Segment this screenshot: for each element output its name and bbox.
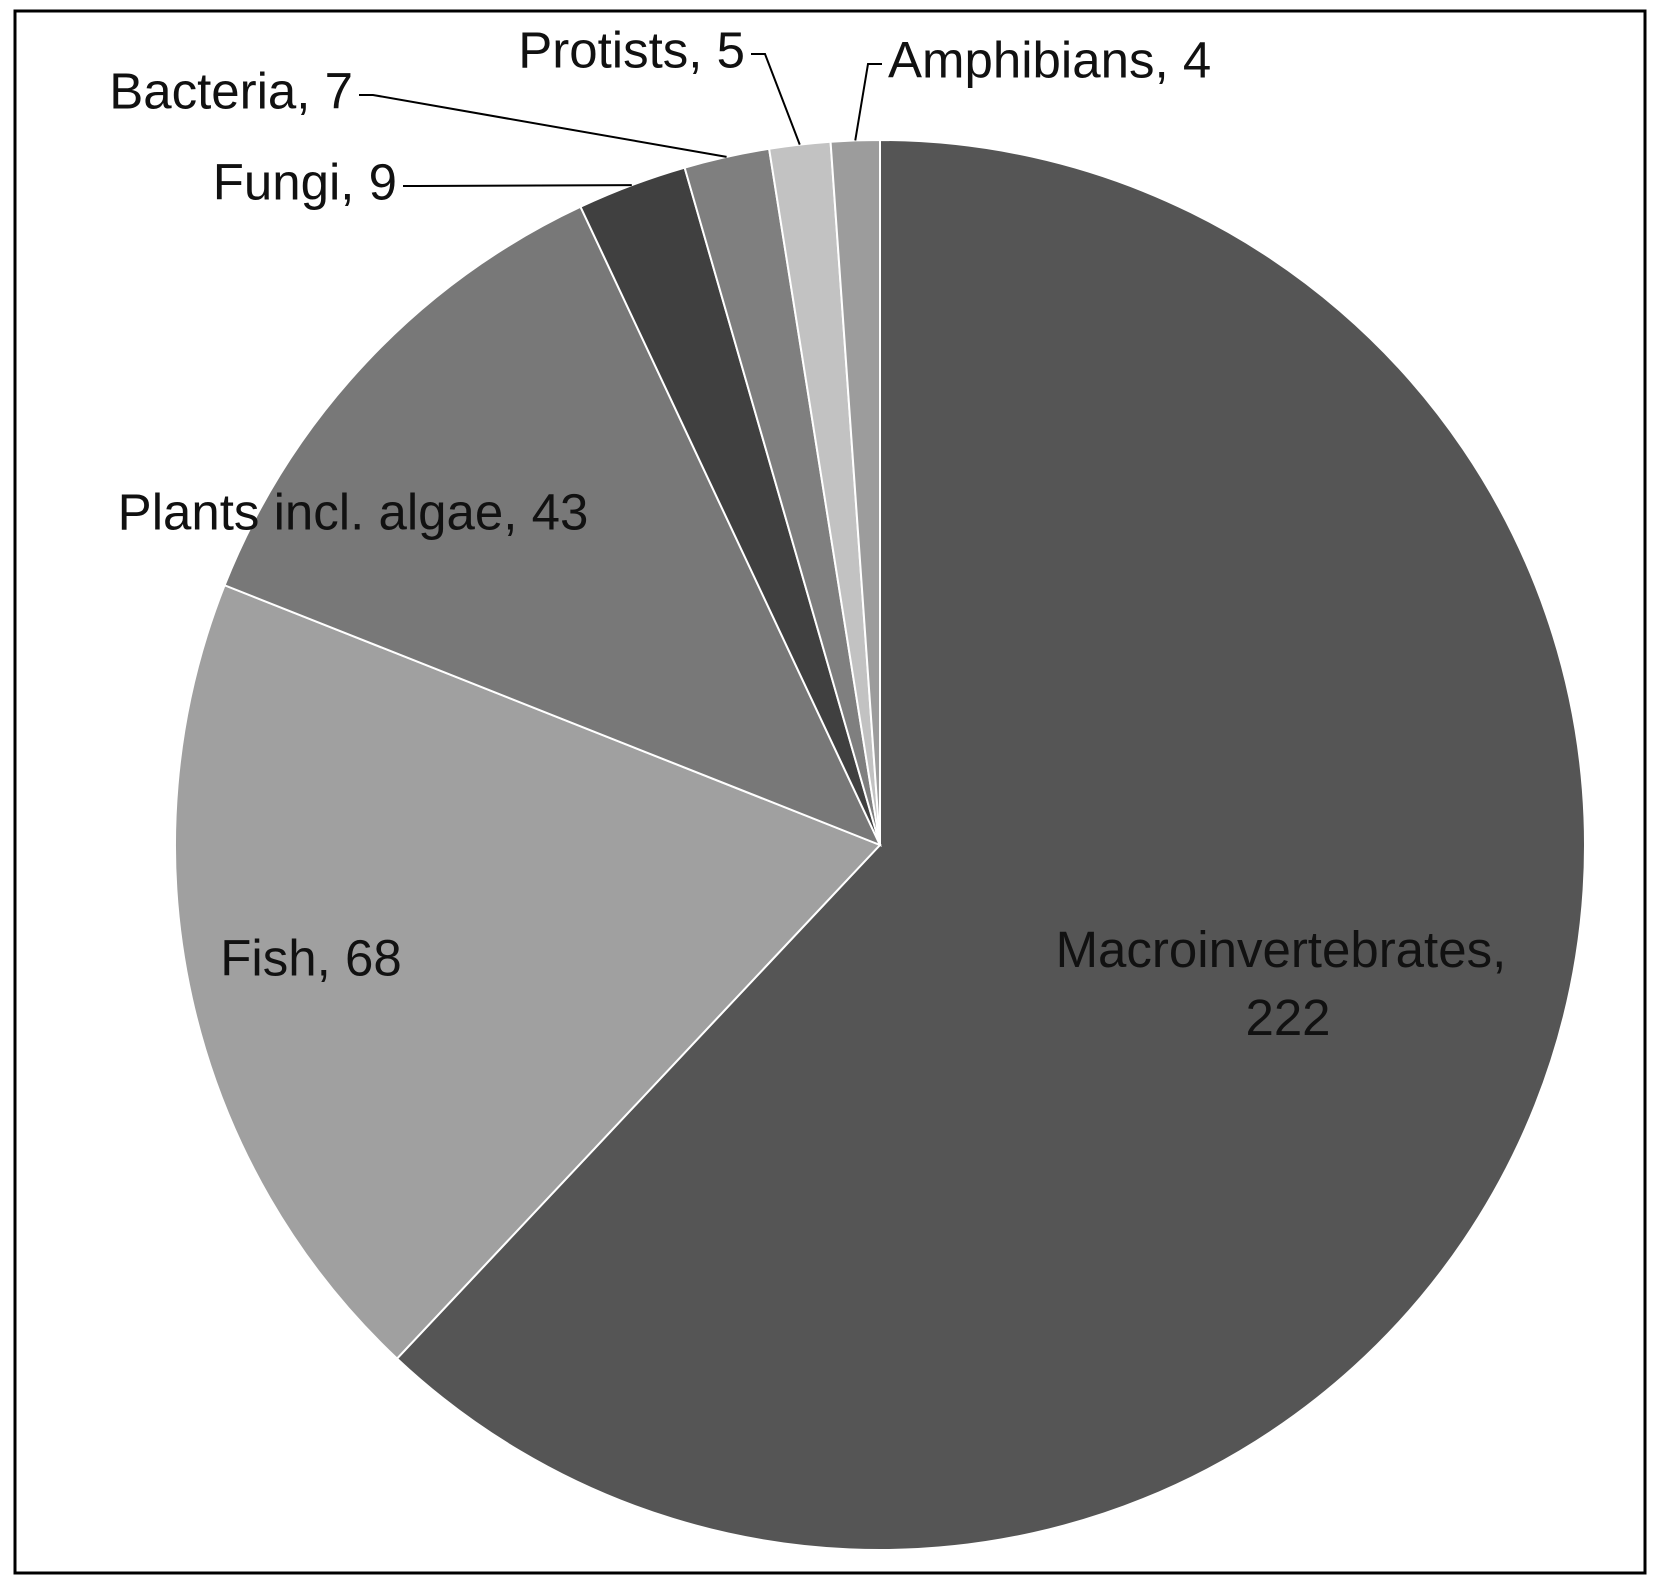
data-label: Amphibians, 4 <box>888 31 1211 88</box>
data-label-line: Macroinvertebrates, <box>1056 921 1521 978</box>
pie-slice <box>223 205 882 847</box>
leader-line <box>403 184 632 187</box>
leader-line <box>359 94 727 158</box>
data-label: Plants incl. algae, 43 <box>118 483 589 540</box>
data-label: Macroinvertebrates, 222 <box>1056 921 1521 1046</box>
pie-slice <box>174 583 882 1360</box>
data-label: Bacteria, 7 <box>109 62 353 119</box>
data-label: Fungi, 9 <box>213 153 397 210</box>
data-label: Protists, 5 <box>518 21 745 78</box>
leader-line <box>854 63 882 141</box>
data-label: Fish, 68 <box>220 929 401 986</box>
pie-slice <box>395 138 1586 1551</box>
leader-line <box>751 53 801 145</box>
pie-slice <box>829 138 881 846</box>
data-label-line: 222 <box>1245 989 1330 1046</box>
